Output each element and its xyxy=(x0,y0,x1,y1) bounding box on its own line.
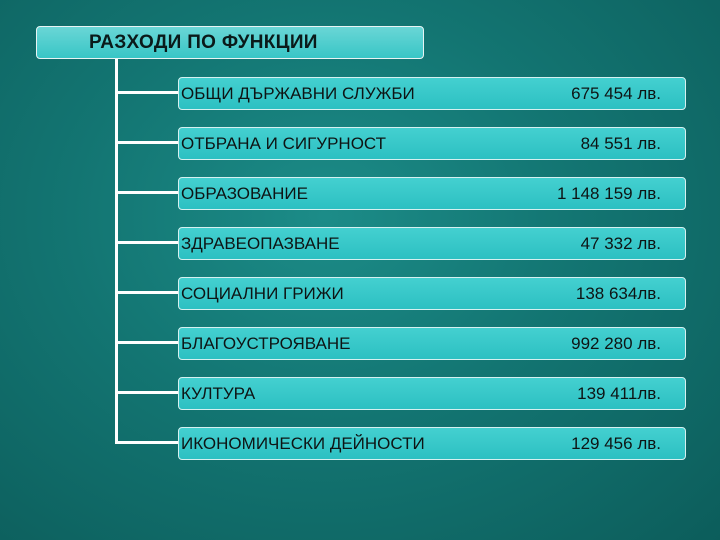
expense-amount: 139 411лв. xyxy=(577,384,661,403)
connector-branch-4 xyxy=(115,241,179,244)
expense-label: ЗДРАВЕОПАЗВАНЕ xyxy=(181,234,340,253)
diagram-title: РАЗХОДИ ПО ФУНКЦИИ xyxy=(36,26,424,59)
expense-row-economic-activities: ИКОНОМИЧЕСКИ ДЕЙНОСТИ 129 456 лв. xyxy=(178,427,686,460)
expense-row-defense: ОТБРАНА И СИГУРНОСТ 84 551 лв. xyxy=(178,127,686,160)
connector-branch-3 xyxy=(115,191,179,194)
connector-branch-5 xyxy=(115,291,179,294)
expense-amount: 47 332 лв. xyxy=(580,234,661,253)
expense-label: ОБЩИ ДЪРЖАВНИ СЛУЖБИ xyxy=(181,84,415,103)
expense-label: ОТБРАНА И СИГУРНОСТ xyxy=(181,134,387,153)
expense-row-social-care: СОЦИАЛНИ ГРИЖИ 138 634лв. xyxy=(178,277,686,310)
expense-amount: 129 456 лв. xyxy=(571,434,661,453)
expense-row-education: ОБРАЗОВАНИЕ 1 148 159 лв. xyxy=(178,177,686,210)
expense-label: КУЛТУРА xyxy=(181,384,256,403)
expense-row-general-services: ОБЩИ ДЪРЖАВНИ СЛУЖБИ 675 454 лв. xyxy=(178,77,686,110)
connector-branch-6 xyxy=(115,341,179,344)
expense-amount: 675 454 лв. xyxy=(571,84,661,103)
expense-row-culture: КУЛТУРА 139 411лв. xyxy=(178,377,686,410)
expense-label: ИКОНОМИЧЕСКИ ДЕЙНОСТИ xyxy=(181,434,425,453)
connector-branch-2 xyxy=(115,141,179,144)
expense-row-healthcare: ЗДРАВЕОПАЗВАНЕ 47 332 лв. xyxy=(178,227,686,260)
expense-amount: 138 634лв. xyxy=(575,284,661,303)
connector-trunk xyxy=(115,59,118,442)
connector-branch-7 xyxy=(115,391,179,394)
expense-label: СОЦИАЛНИ ГРИЖИ xyxy=(181,284,344,303)
expense-row-public-works: БЛАГОУСТРОЯВАНЕ 992 280 лв. xyxy=(178,327,686,360)
expense-amount: 992 280 лв. xyxy=(571,334,661,353)
connector-branch-8 xyxy=(115,441,179,444)
connector-branch-1 xyxy=(115,91,179,94)
expense-label: ОБРАЗОВАНИЕ xyxy=(181,184,308,203)
expense-amount: 1 148 159 лв. xyxy=(556,184,661,203)
expense-amount: 84 551 лв. xyxy=(580,134,661,153)
expense-label: БЛАГОУСТРОЯВАНЕ xyxy=(181,334,351,353)
